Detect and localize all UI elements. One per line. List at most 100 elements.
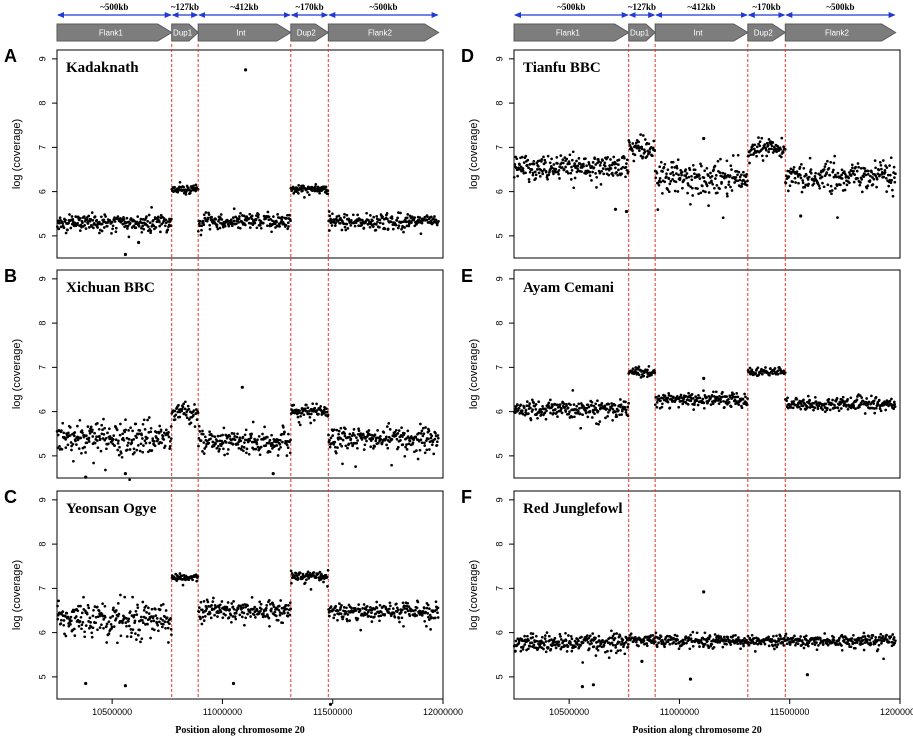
data-point — [821, 643, 825, 646]
data-point — [239, 211, 242, 215]
data-point — [141, 437, 144, 440]
data-point — [693, 172, 696, 176]
data-point — [729, 405, 733, 409]
x-tick-label: 10500000 — [92, 707, 132, 717]
scatter-series — [56, 568, 440, 706]
data-point — [645, 155, 649, 158]
data-point — [204, 605, 208, 608]
data-point — [884, 636, 887, 640]
data-point — [90, 631, 94, 635]
data-point — [373, 445, 377, 448]
data-point — [173, 185, 176, 189]
data-point — [724, 186, 728, 189]
data-point — [138, 429, 142, 432]
data-point — [201, 432, 205, 436]
data-point — [109, 616, 112, 619]
data-point — [249, 615, 252, 618]
data-point — [419, 438, 423, 442]
data-point — [653, 149, 657, 153]
data-point — [105, 625, 108, 628]
data-point — [891, 188, 894, 192]
data-point — [318, 191, 321, 195]
data-point — [628, 144, 632, 147]
data-point — [83, 445, 86, 449]
data-point — [150, 607, 154, 611]
data-point — [826, 159, 829, 163]
outlier-point — [137, 240, 141, 245]
data-point — [74, 615, 78, 618]
data-point — [827, 400, 830, 404]
data-point — [402, 624, 405, 628]
data-point — [199, 233, 203, 237]
data-point — [596, 409, 600, 413]
data-point — [836, 406, 840, 410]
data-point — [114, 230, 118, 234]
data-point — [643, 148, 646, 152]
data-point — [365, 439, 368, 443]
data-point — [863, 167, 867, 170]
data-point — [80, 627, 83, 631]
data-point — [289, 607, 293, 611]
data-point — [87, 436, 91, 440]
data-point — [748, 161, 751, 165]
scatter-series — [513, 365, 897, 430]
data-point — [279, 220, 283, 224]
data-point — [399, 211, 402, 215]
data-point — [253, 221, 257, 225]
data-point — [730, 189, 734, 192]
data-point — [618, 413, 621, 417]
data-point — [856, 177, 859, 180]
segment-name: Int — [237, 29, 247, 38]
panel-letter: F — [461, 487, 472, 507]
data-point — [98, 626, 102, 629]
data-point — [595, 175, 599, 179]
data-point — [127, 429, 130, 432]
data-point — [889, 156, 893, 160]
data-point — [709, 403, 713, 406]
data-point — [719, 398, 722, 401]
data-point — [86, 603, 90, 607]
data-point — [380, 441, 384, 444]
data-point — [71, 218, 75, 221]
data-point — [872, 399, 876, 403]
data-point — [78, 217, 82, 220]
outlier-point — [799, 214, 803, 218]
data-point — [736, 395, 740, 399]
data-point — [732, 392, 735, 396]
data-point — [558, 403, 562, 406]
data-point — [831, 170, 835, 174]
data-point — [73, 634, 77, 637]
data-point — [727, 397, 730, 401]
segment-name: Dup1 — [173, 29, 193, 38]
data-point — [605, 407, 609, 411]
data-point — [738, 175, 742, 179]
data-point — [335, 428, 339, 432]
data-point — [286, 611, 290, 615]
data-point — [661, 170, 664, 173]
data-point — [836, 216, 839, 219]
data-point — [520, 155, 524, 159]
data-point — [582, 164, 585, 168]
data-point — [727, 180, 731, 184]
data-point — [96, 226, 99, 229]
data-point — [136, 603, 139, 607]
data-point — [639, 133, 642, 136]
data-point — [599, 642, 603, 646]
data-point — [832, 175, 836, 179]
data-point — [125, 624, 128, 628]
data-point — [643, 150, 647, 154]
data-point — [109, 622, 113, 626]
data-point — [822, 168, 826, 171]
data-point — [780, 136, 784, 140]
data-point — [852, 169, 855, 173]
data-point — [378, 221, 382, 225]
data-point — [206, 600, 210, 604]
data-point — [87, 440, 91, 443]
data-point — [396, 226, 400, 230]
data-point — [353, 224, 357, 228]
data-point — [732, 395, 736, 399]
y-tick-label: 8 — [37, 321, 47, 326]
